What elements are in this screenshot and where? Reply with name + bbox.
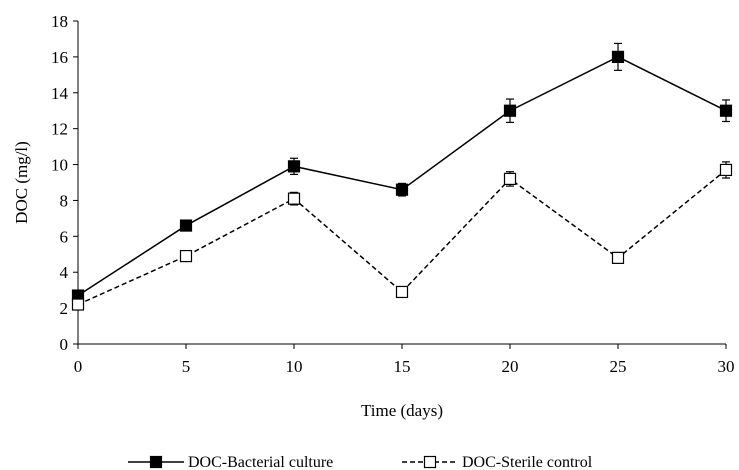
data-point bbox=[719, 104, 733, 117]
legend-label: DOC-Bacterial culture bbox=[188, 454, 333, 470]
data-point bbox=[611, 50, 625, 63]
data-point bbox=[395, 285, 409, 299]
y-axis-label: DOC (mg/l) bbox=[12, 141, 31, 224]
x-tick-label: 5 bbox=[182, 357, 191, 376]
x-tick-label: 15 bbox=[394, 357, 411, 376]
data-point bbox=[287, 192, 301, 205]
y-tick-label: 18 bbox=[51, 12, 68, 31]
y-tick-label: 14 bbox=[51, 84, 69, 103]
data-point bbox=[719, 163, 733, 177]
series-layer bbox=[71, 42, 733, 311]
data-point bbox=[503, 104, 517, 117]
x-tick-label: 20 bbox=[502, 357, 519, 376]
y-tick-label: 12 bbox=[51, 120, 68, 139]
y-tick-label: 16 bbox=[51, 48, 68, 67]
x-tick-label: 30 bbox=[718, 357, 735, 376]
y-tick-label: 0 bbox=[60, 335, 69, 354]
ticks: 0 2 4 6 8 10 12 14 16 18 0 5 10 15 20 25 30 bbox=[51, 12, 735, 376]
legend-label: DOC-Sterile control bbox=[462, 454, 593, 470]
y-tick-label: 6 bbox=[60, 227, 69, 246]
y-tick-label: 10 bbox=[51, 156, 68, 175]
legend: DOC-Bacterial culture DOC-Sterile control bbox=[128, 454, 593, 470]
data-point bbox=[287, 160, 301, 173]
legend-item-2: DOC-Sterile control bbox=[402, 454, 593, 470]
data-point bbox=[611, 251, 625, 264]
data-point bbox=[179, 249, 193, 263]
x-tick-label: 0 bbox=[74, 357, 83, 376]
series-2 bbox=[71, 161, 733, 311]
y-tick-label: 2 bbox=[60, 299, 69, 318]
data-point bbox=[179, 219, 193, 232]
series-line bbox=[77, 56, 727, 297]
x-axis-label: Time (days) bbox=[361, 401, 443, 420]
series-1 bbox=[71, 42, 733, 302]
data-point bbox=[503, 172, 517, 186]
legend-item-1: DOC-Bacterial culture bbox=[128, 454, 333, 470]
x-tick-label: 25 bbox=[610, 357, 627, 376]
legend-marker bbox=[149, 455, 163, 469]
legend-marker bbox=[423, 455, 437, 469]
y-tick-label: 8 bbox=[60, 191, 69, 210]
data-point bbox=[71, 298, 85, 311]
y-tick-label: 4 bbox=[60, 263, 69, 282]
x-tick-label: 10 bbox=[286, 357, 303, 376]
data-point bbox=[395, 183, 409, 196]
